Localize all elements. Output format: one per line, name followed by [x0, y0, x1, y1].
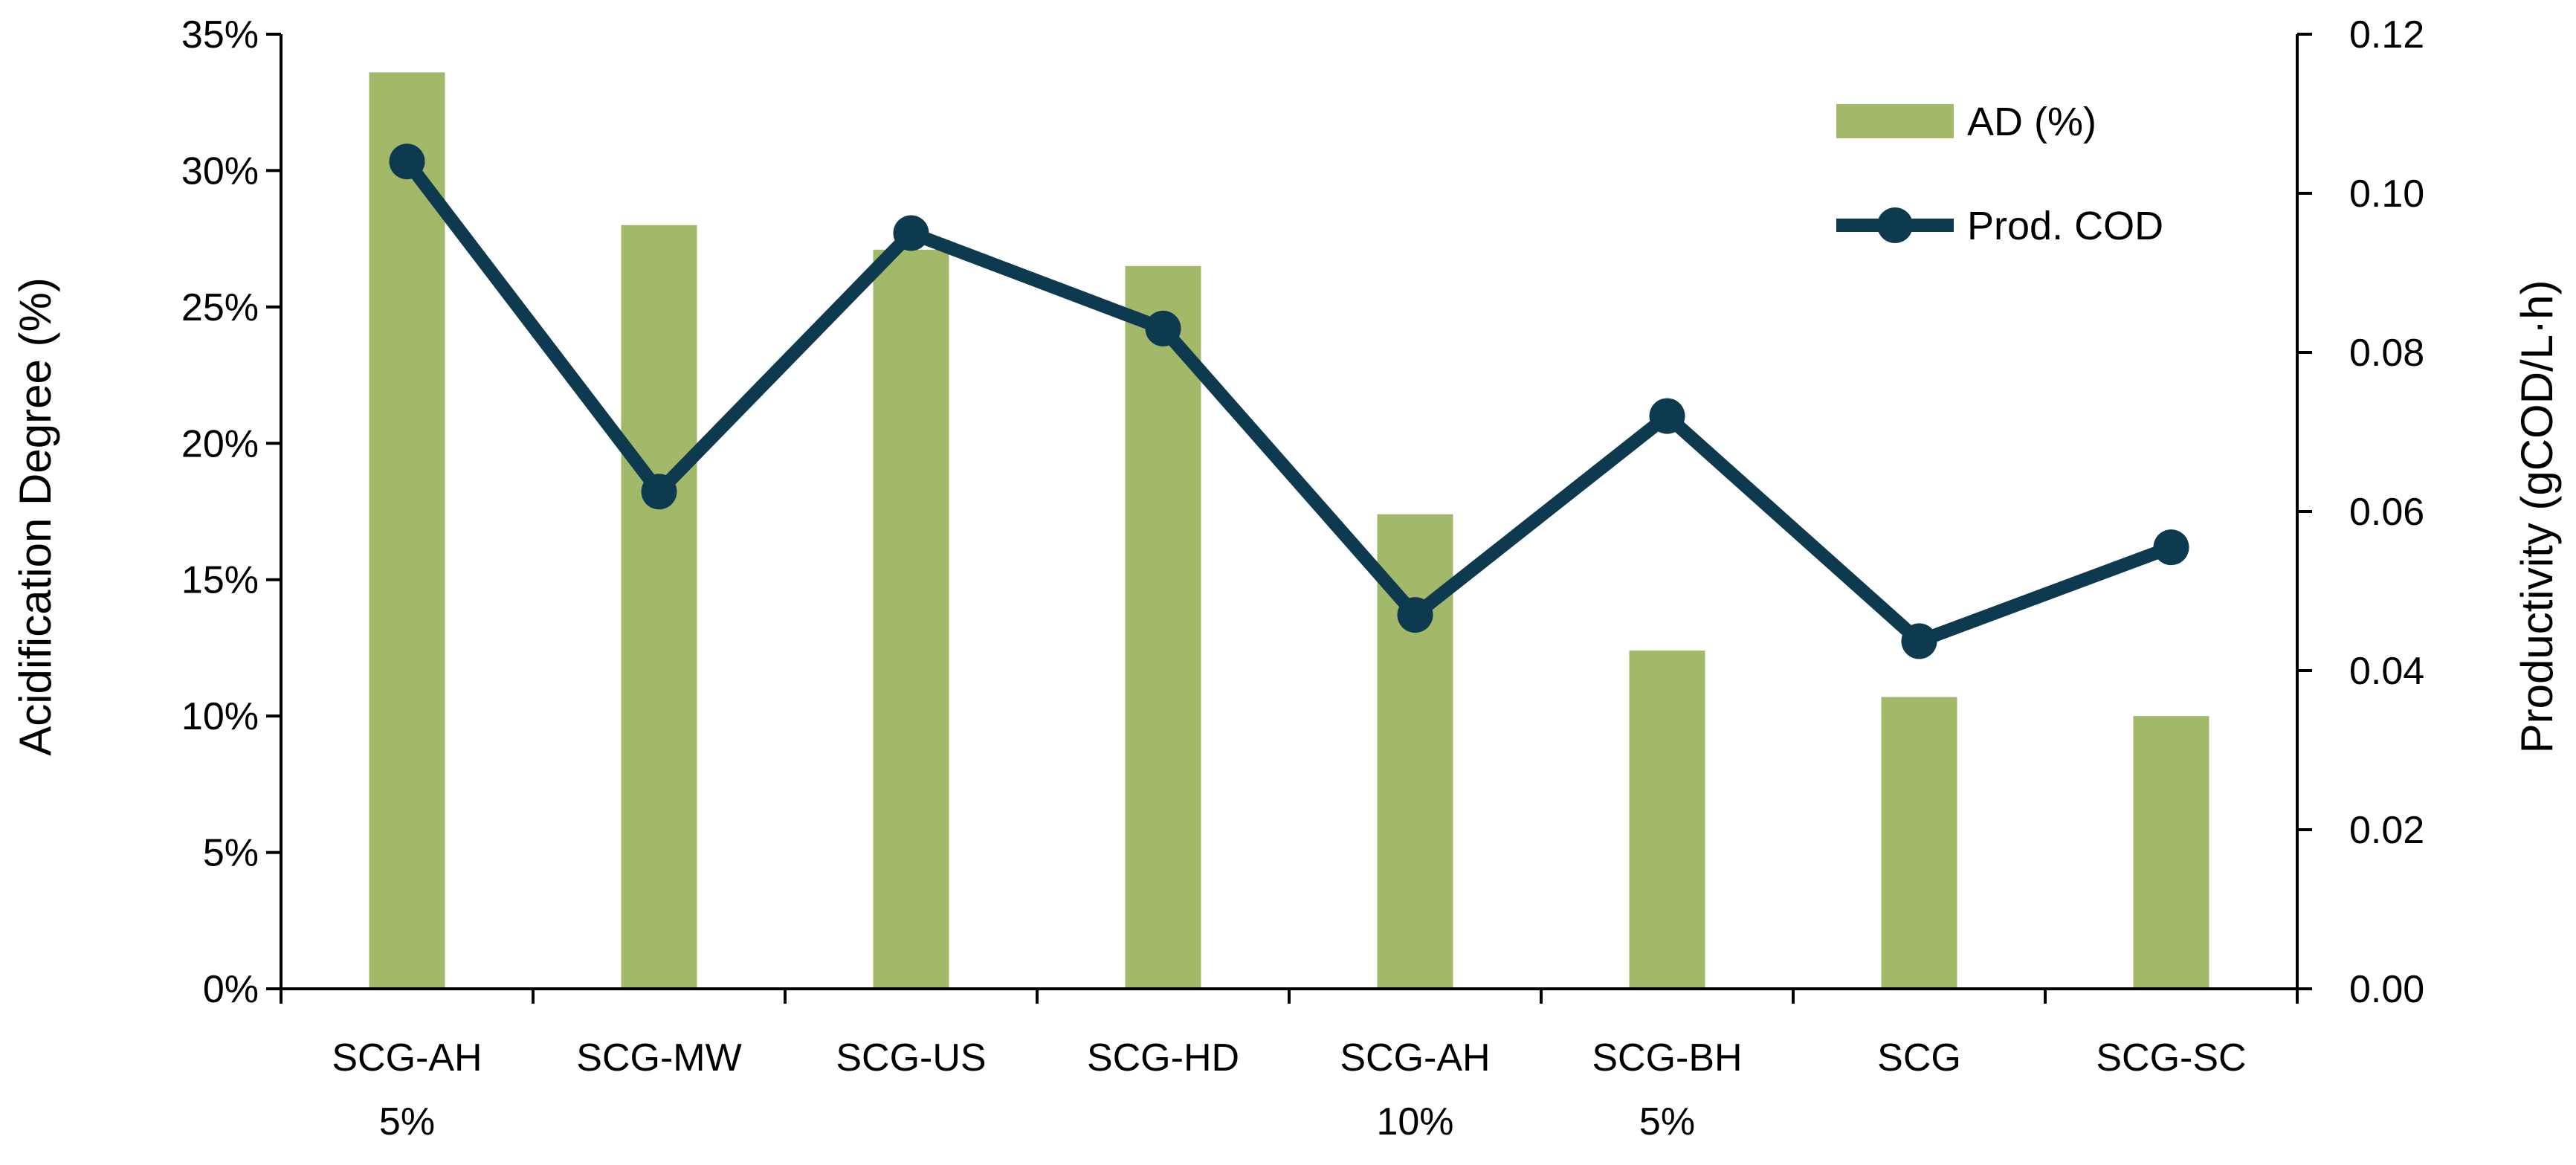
y-tick-label-left: 35% [181, 13, 259, 57]
prod-cod-point-8 [2153, 529, 2189, 566]
x-tick-label-line: 5% [379, 1100, 435, 1143]
legend-label-prod: Prod. COD [1967, 204, 2163, 248]
y-tick-label-left: 20% [181, 422, 259, 465]
bar-7 [1881, 697, 1957, 989]
y-tick-label-left: 25% [181, 286, 259, 329]
bar-2 [621, 225, 697, 989]
x-tick-label: SCG-US [836, 1036, 986, 1080]
legend-bar-swatch [1836, 104, 1954, 138]
bar-3 [873, 249, 949, 989]
y-tick-label-left: 10% [181, 695, 259, 738]
prod-cod-point-1 [389, 143, 425, 180]
x-tick-label-line: SCG-BH [1592, 1036, 1742, 1080]
y-axis-title-right: Productivity (gCOD/L·h) [2512, 280, 2562, 754]
prod-cod-point-6 [1649, 398, 1685, 434]
y-tick-label-right: 0.02 [2349, 809, 2424, 852]
legend: AD (%) Prod. COD [1836, 100, 2163, 248]
ad-bars [369, 72, 2209, 990]
bar-6 [1629, 651, 1705, 989]
y-tick-label-left: 0% [203, 968, 259, 1011]
x-tick-label: SCG [1877, 1036, 1961, 1080]
x-tick-label-line: SCG-SC [2096, 1036, 2246, 1080]
legend-label-ad: AD (%) [1967, 100, 2096, 144]
tick-labels: 0% 5% 10% 15% 20% 25% 30% 35% 0.00 0.02 0.04 0.06 0.… [181, 13, 2424, 1143]
x-tick-label: SCG-AH 5% [332, 1036, 482, 1143]
prod-cod-point-7 [1901, 623, 1937, 659]
y-tick-label-right: 0.10 [2349, 172, 2424, 216]
x-tick-label: SCG-MW [576, 1036, 741, 1080]
bar-1 [369, 72, 445, 990]
x-tick-label: SCG-AH 10% [1340, 1036, 1490, 1143]
y-tick-label-right: 0.00 [2349, 968, 2424, 1011]
x-tick-label: SCG-BH 5% [1592, 1036, 1742, 1143]
x-tick-label-line: SCG-HD [1087, 1036, 1239, 1080]
y-tick-label-left: 15% [181, 559, 259, 602]
y-tick-label-left: 5% [203, 832, 259, 875]
prod-cod-point-5 [1397, 597, 1433, 633]
bar-4 [1125, 265, 1201, 989]
x-tick-label-line: SCG-AH [1340, 1036, 1490, 1080]
x-tick-label: SCG-HD [1087, 1036, 1239, 1080]
bar-8 [2133, 716, 2209, 989]
y-tick-label-right: 0.04 [2349, 650, 2424, 693]
prod-cod-point-4 [1145, 310, 1181, 346]
prod-cod-line [401, 157, 2174, 648]
y-tick-label-right: 0.06 [2349, 491, 2424, 534]
prod-cod-point-2 [641, 474, 677, 510]
legend-line-marker [1877, 207, 1913, 243]
y-tick-label-left: 30% [181, 149, 259, 193]
prod-cod-series [389, 143, 2189, 659]
x-tick-label-line: 10% [1376, 1100, 1453, 1143]
x-tick-label-line: SCG-AH [332, 1036, 482, 1080]
x-tick-label-line: 5% [1639, 1100, 1695, 1143]
y-tick-label-right: 0.12 [2349, 13, 2424, 57]
x-tick-label-line: SCG [1877, 1036, 1961, 1080]
axes [266, 33, 2312, 1004]
y-tick-label-right: 0.08 [2349, 332, 2424, 375]
prod-cod-point-3 [893, 215, 929, 251]
y-axis-title-left: Acidification Degree (%) [10, 277, 60, 756]
x-tick-label-line: SCG-US [836, 1036, 986, 1080]
x-tick-label: SCG-SC [2096, 1036, 2246, 1080]
x-tick-label-line: SCG-MW [576, 1036, 741, 1080]
